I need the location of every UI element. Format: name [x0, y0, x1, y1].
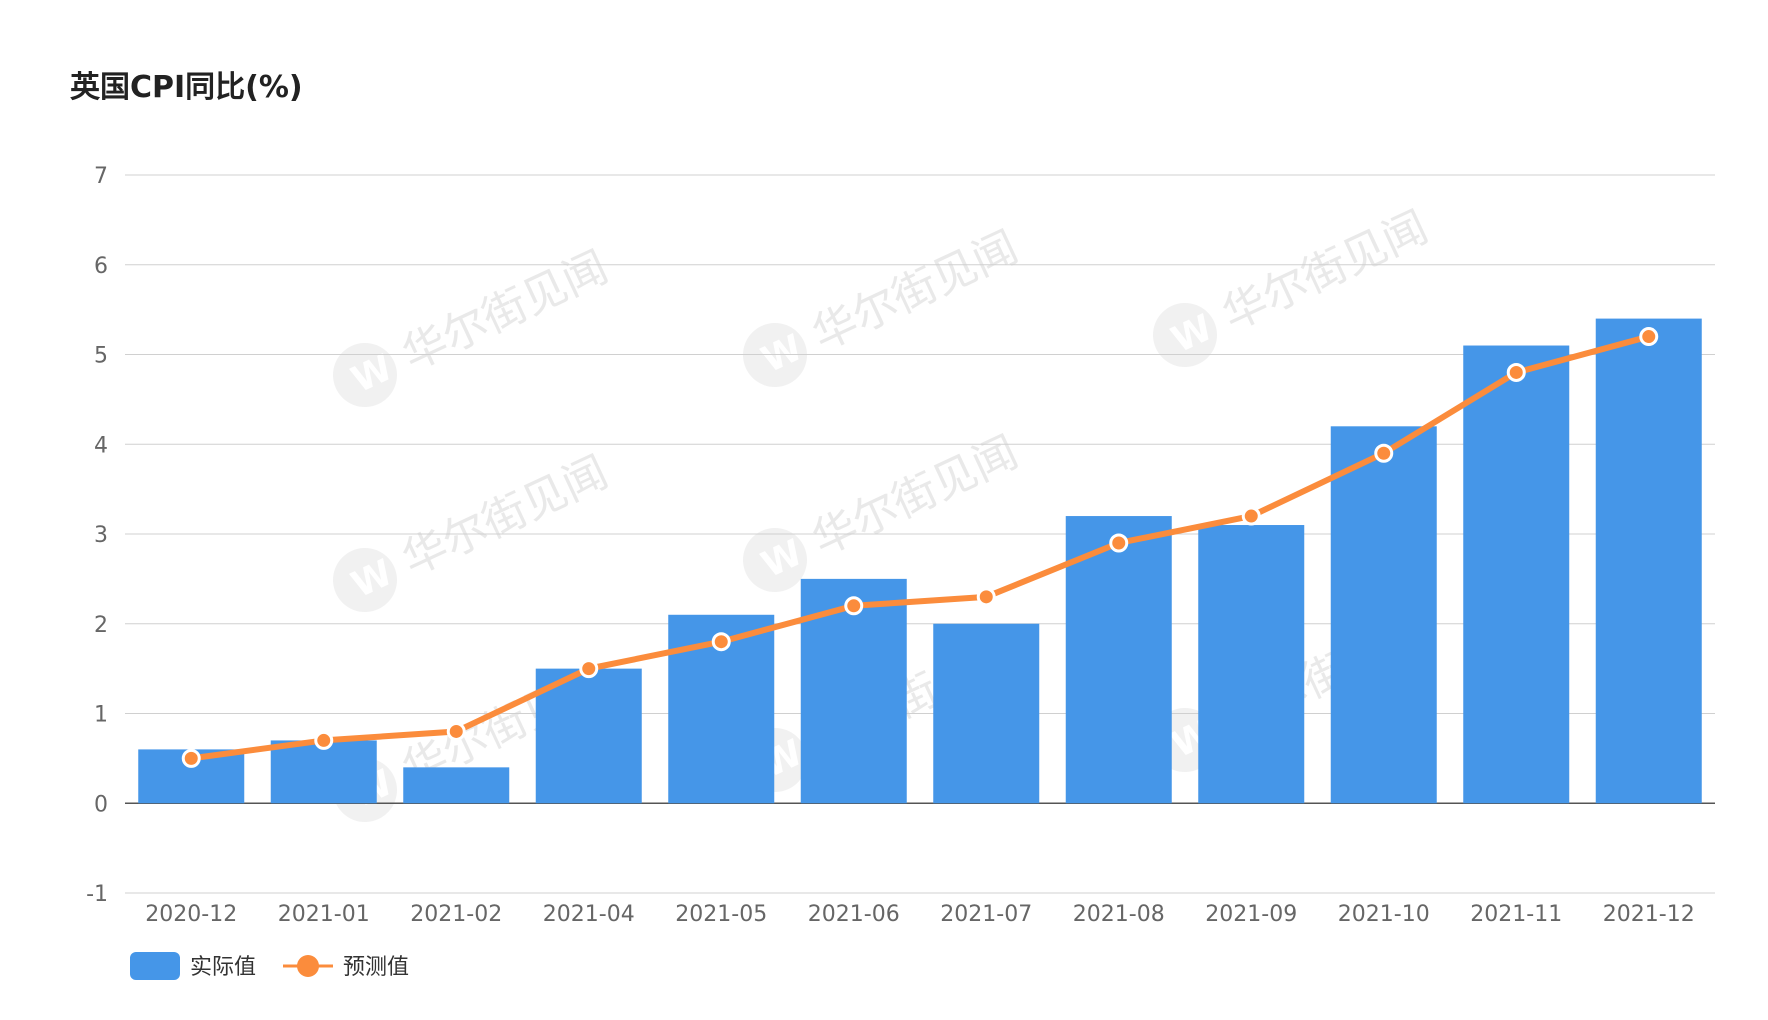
bar[interactable] [535, 668, 642, 804]
line-point[interactable] [1506, 362, 1526, 382]
y-axis: -1 0 1 2 3 4 5 6 7 [86, 164, 108, 907]
line-point[interactable] [579, 659, 599, 679]
x-tick-label: 2021-10 [1338, 902, 1430, 927]
line-point[interactable] [181, 748, 201, 768]
line-point[interactable] [1241, 506, 1261, 526]
line-point[interactable] [1109, 533, 1129, 553]
x-tick-label: 2020-12 [145, 902, 237, 927]
line-point[interactable] [446, 721, 466, 741]
bar[interactable] [1595, 318, 1702, 804]
x-tick-label: 2021-11 [1470, 902, 1562, 927]
bar[interactable] [933, 623, 1040, 804]
grid-lines [125, 174, 1715, 894]
y-tick-label: 2 [94, 613, 108, 638]
line-point[interactable] [1374, 443, 1394, 463]
bar[interactable] [1198, 525, 1305, 804]
x-axis: 2020-12 2021-01 2021-02 2021-04 2021-05 2021-… [145, 902, 1694, 927]
x-tick-label: 2021-09 [1205, 902, 1297, 927]
legend-item-actual[interactable]: 实际值 [130, 952, 256, 980]
y-tick-label: 3 [94, 523, 108, 548]
legend: 实际值 预测值 [130, 952, 409, 980]
legend-item-forecast[interactable]: 预测值 [283, 955, 409, 980]
legend-label-actual: 实际值 [190, 955, 256, 980]
watermark-logo-icon [333, 548, 397, 612]
watermark-text: 华尔街见闻 [805, 222, 1026, 361]
x-tick-label: 2021-02 [410, 902, 502, 927]
bar[interactable] [403, 767, 510, 804]
bar[interactable] [1463, 345, 1570, 804]
x-tick-label: 2021-08 [1073, 902, 1165, 927]
y-tick-label: -1 [86, 882, 108, 907]
y-tick-label: 1 [94, 703, 108, 728]
y-tick-label: 6 [94, 254, 108, 279]
watermark-logo-icon [1153, 303, 1217, 367]
watermark-logo-icon [743, 528, 807, 592]
watermark-logo-icon [333, 343, 397, 407]
bar[interactable] [1065, 516, 1172, 804]
y-tick-label: 5 [94, 344, 108, 369]
legend-swatch-point [297, 955, 319, 977]
x-tick-label: 2021-06 [808, 902, 900, 927]
x-tick-label: 2021-07 [940, 902, 1032, 927]
bar[interactable] [1330, 426, 1437, 804]
watermark-text: 华尔街见闻 [1215, 202, 1436, 341]
x-tick-label: 2021-05 [675, 902, 767, 927]
line-series [181, 327, 1659, 768]
line-point[interactable] [1639, 327, 1659, 347]
legend-swatch-bar [130, 952, 180, 980]
watermark-text: 华尔街见闻 [395, 447, 616, 586]
legend-label-forecast: 预测值 [343, 955, 409, 980]
watermark-text: 华尔街见闻 [805, 427, 1026, 566]
y-tick-label: 0 [94, 792, 108, 817]
y-tick-label: 4 [94, 433, 108, 458]
x-tick-label: 2021-12 [1603, 902, 1695, 927]
line-point[interactable] [711, 632, 731, 652]
line-point[interactable] [976, 587, 996, 607]
bar[interactable] [270, 740, 377, 804]
line-point[interactable] [314, 730, 334, 750]
line-point[interactable] [844, 596, 864, 616]
chart-title: 英国CPI同比(%) [70, 70, 303, 105]
x-tick-label: 2021-01 [278, 902, 370, 927]
x-tick-label: 2021-04 [543, 902, 635, 927]
line-path [190, 333, 1650, 762]
watermark-text: 华尔街见闻 [395, 242, 616, 381]
y-tick-label: 7 [94, 164, 108, 189]
